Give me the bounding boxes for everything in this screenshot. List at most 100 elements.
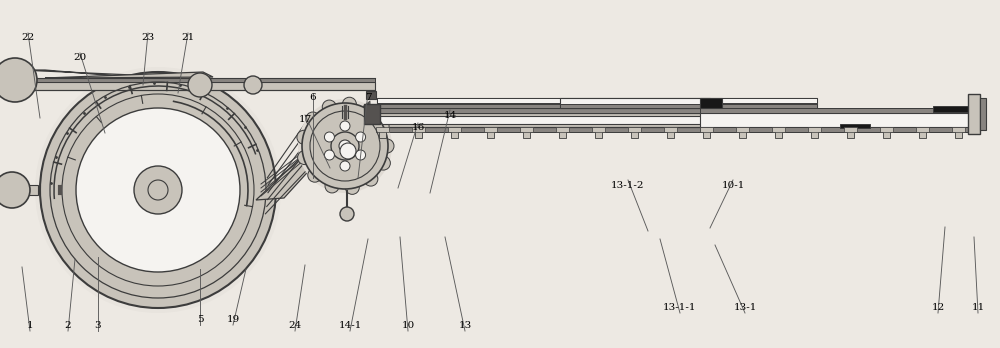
Bar [377,104,817,108]
Bar [700,113,970,127]
Bar [560,98,710,108]
Text: 12: 12 [931,303,945,313]
Bar [412,127,425,132]
Circle shape [297,130,311,144]
Text: 2: 2 [65,322,71,331]
Bar [520,127,533,132]
Bar [880,127,893,132]
Text: 7: 7 [365,94,371,103]
Text: 17: 17 [298,116,312,125]
Bar [560,104,710,108]
Circle shape [340,143,356,159]
Bar [955,131,962,138]
Circle shape [356,150,366,160]
Polygon shape [20,70,188,82]
Bar [484,127,497,132]
Polygon shape [256,107,367,200]
Bar [847,131,854,138]
Circle shape [340,121,350,131]
Circle shape [134,166,182,214]
Circle shape [302,103,388,189]
Circle shape [324,132,334,142]
Polygon shape [45,72,213,78]
Text: 16: 16 [411,124,425,133]
Circle shape [324,150,334,160]
Bar [700,98,722,108]
Circle shape [375,119,389,133]
Circle shape [244,76,262,94]
Text: 23: 23 [141,33,155,42]
Bar [372,113,968,127]
Circle shape [40,72,276,308]
Bar [376,127,389,132]
Bar [366,91,376,99]
Bar [808,127,821,132]
Bar [916,127,929,132]
Bar [595,131,602,138]
Text: 13: 13 [458,322,472,331]
Text: 6: 6 [310,94,316,103]
Circle shape [148,180,168,200]
Text: 22: 22 [21,33,35,42]
Circle shape [361,104,375,118]
Bar [952,127,965,132]
Bar [664,127,677,132]
Bar [377,98,817,103]
Bar [415,131,422,138]
Text: 1: 1 [27,322,33,331]
Text: 24: 24 [288,322,302,331]
Text: 14-1: 14-1 [338,322,362,331]
Bar [448,127,461,132]
Circle shape [345,180,359,195]
Bar [980,98,986,130]
Circle shape [340,207,354,221]
Circle shape [35,67,281,313]
Bar [592,127,605,132]
Bar [968,94,980,134]
Bar [364,104,380,124]
Bar [772,127,785,132]
Circle shape [298,151,312,165]
Circle shape [331,132,359,160]
Circle shape [356,132,366,142]
Bar [0,185,38,195]
Circle shape [342,97,356,111]
Bar [840,124,870,128]
Bar [556,127,569,132]
Bar [379,131,386,138]
Bar [919,131,926,138]
Bar [372,108,968,113]
Text: 11: 11 [971,303,985,313]
Text: 13-1-2: 13-1-2 [611,181,645,190]
Text: 3: 3 [95,322,101,331]
Bar [451,131,458,138]
Bar [736,127,749,132]
Circle shape [306,112,320,126]
Bar [775,131,782,138]
Bar [5,82,375,90]
Bar [700,127,713,132]
Bar [739,131,746,138]
Circle shape [188,73,212,97]
Text: 14: 14 [443,111,457,119]
Bar [628,127,641,132]
Circle shape [376,156,390,170]
Text: 19: 19 [226,316,240,324]
Circle shape [364,172,378,186]
Bar [933,106,971,112]
Circle shape [325,179,339,193]
Bar [667,131,674,138]
Circle shape [298,99,392,193]
Text: 20: 20 [73,54,87,63]
Circle shape [0,58,37,102]
Bar [377,98,817,108]
Circle shape [340,161,350,171]
Text: 10: 10 [401,322,415,331]
Bar [883,131,890,138]
Bar [811,131,818,138]
Bar [703,131,710,138]
Bar [631,131,638,138]
Circle shape [0,172,30,208]
Circle shape [308,168,322,182]
Bar [700,108,970,113]
